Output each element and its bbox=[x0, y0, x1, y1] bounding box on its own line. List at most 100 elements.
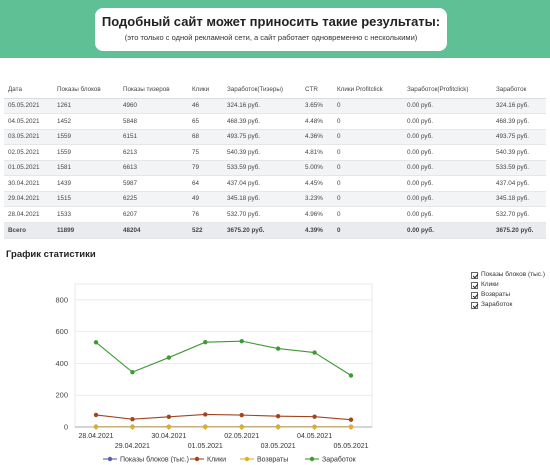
data-point bbox=[166, 424, 172, 430]
profitclick-clicks-cell: 0 bbox=[333, 160, 403, 176]
date-cell: 05.05.2021 bbox=[4, 98, 53, 114]
teaser-views-cell: 6151 bbox=[119, 129, 188, 145]
checkbox-icon[interactable] bbox=[471, 291, 478, 299]
x-tick-label: 01.05.2021 bbox=[188, 443, 223, 450]
toggle-block-views[interactable]: Показы блоков (тыс.) bbox=[471, 270, 545, 280]
earnings-cell: 540.39 руб. bbox=[492, 144, 546, 161]
x-tick-label: 03.05.2021 bbox=[261, 443, 296, 450]
earnings-teasers-cell: 324.16 руб. bbox=[223, 98, 301, 114]
column-header-block-views: Показы блоков bbox=[53, 82, 119, 99]
data-point bbox=[93, 424, 99, 430]
table-header-row: Дата Показы блоков Показы тизеров Клики … bbox=[4, 82, 546, 99]
teaser-views-cell: 4960 bbox=[119, 98, 188, 114]
table-row: 01.05.2021 1581 6613 79 533.59 руб. 5.00% 0 0.0… bbox=[4, 160, 546, 176]
profitclick-clicks-cell: 0 bbox=[333, 98, 403, 114]
block-views-cell: 1515 bbox=[53, 191, 119, 207]
checkbox-icon[interactable] bbox=[471, 271, 478, 279]
earnings-teasers-cell: 345.18 руб. bbox=[223, 191, 301, 207]
total-earnings-cell: 3675.20 руб. bbox=[492, 222, 546, 239]
legend-label: Заработок bbox=[322, 456, 357, 464]
data-point bbox=[275, 424, 281, 430]
statistics-line-chart: 0 200 400 600 800 28.04.202129.04.202130.04.2… bbox=[55, 283, 373, 464]
date-cell: 29.04.2021 bbox=[4, 191, 53, 207]
earnings-teasers-cell: 533.59 руб. bbox=[223, 160, 301, 176]
data-point bbox=[203, 424, 208, 430]
data-point bbox=[312, 414, 317, 419]
legend-label: Показы блоков (тыс.) bbox=[120, 456, 189, 464]
column-header-date: Дата bbox=[4, 82, 53, 99]
block-views-cell: 1533 bbox=[53, 206, 119, 223]
teaser-views-cell: 5848 bbox=[119, 113, 188, 130]
date-cell: 30.04.2021 bbox=[4, 175, 53, 192]
total-teaser-views-cell: 48204 bbox=[119, 222, 188, 239]
earnings-teasers-cell: 468.39 руб. bbox=[223, 113, 301, 130]
block-views-cell: 1559 bbox=[53, 144, 119, 161]
data-point bbox=[239, 424, 244, 430]
table-total-row: Всего 11899 48204 522 3675.20 руб. 4.39% 0 0.00… bbox=[4, 222, 546, 239]
ctr-cell: 4.96% bbox=[301, 206, 333, 223]
earnings-profitclick-cell: 0.00 руб. bbox=[403, 98, 492, 114]
toggle-clicks[interactable]: Клики bbox=[471, 280, 545, 290]
data-point bbox=[130, 424, 135, 430]
toggle-returns[interactable]: Возвраты bbox=[471, 290, 545, 300]
date-cell: 28.04.2021 bbox=[4, 206, 53, 223]
data-point bbox=[275, 346, 281, 351]
profitclick-clicks-cell: 0 bbox=[333, 191, 403, 207]
table-row: 04.05.2021 1452 5848 65 468.39 руб. 4.48% 0 0.0… bbox=[4, 113, 546, 130]
earnings-profitclick-cell: 0.00 руб. bbox=[403, 144, 492, 161]
data-point bbox=[166, 355, 172, 360]
toggle-earnings[interactable]: Заработок bbox=[471, 300, 545, 310]
column-header-profitclick-clicks: Клики Profitclick bbox=[333, 82, 403, 99]
earnings-teasers-cell: 437.04 руб. bbox=[223, 175, 301, 192]
toggle-label: Показы блоков (тыс.) bbox=[481, 271, 546, 278]
column-header-earnings-profitclick: Заработок(Profitclick) bbox=[403, 82, 492, 99]
x-tick-label: 28.04.2021 bbox=[78, 433, 113, 440]
clicks-cell: 65 bbox=[188, 113, 223, 130]
column-header-earnings-teasers: Заработок(Тизеры) bbox=[223, 82, 301, 99]
earnings-cell: 437.04 руб. bbox=[492, 175, 546, 192]
date-cell: 02.05.2021 bbox=[4, 144, 53, 161]
total-clicks-cell: 522 bbox=[188, 222, 223, 239]
teaser-views-cell: 5987 bbox=[119, 175, 188, 192]
checkbox-icon[interactable] bbox=[471, 281, 478, 289]
series-line-3 bbox=[95, 340, 352, 376]
date-cell: 04.05.2021 bbox=[4, 113, 53, 130]
data-point bbox=[203, 412, 208, 417]
y-tick-label: 200 bbox=[55, 391, 68, 400]
teaser-views-cell: 6225 bbox=[119, 191, 188, 207]
y-tick-label: 400 bbox=[55, 359, 68, 368]
total-earnings-profitclick-cell: 0.00 руб. bbox=[403, 222, 492, 239]
y-tick-label: 600 bbox=[55, 327, 68, 336]
data-point bbox=[348, 417, 354, 422]
earnings-profitclick-cell: 0.00 руб. bbox=[403, 129, 492, 145]
earnings-cell: 493.75 руб. bbox=[492, 129, 546, 145]
date-cell: 03.05.2021 bbox=[4, 129, 53, 145]
checkbox-icon[interactable] bbox=[471, 301, 478, 309]
legend-marker bbox=[309, 456, 315, 462]
ctr-cell: 4.36% bbox=[301, 129, 333, 145]
earnings-cell: 532.70 руб. bbox=[492, 206, 546, 223]
profitclick-clicks-cell: 0 bbox=[333, 129, 403, 145]
ctr-cell: 5.00% bbox=[301, 160, 333, 176]
toggle-label: Заработок bbox=[481, 301, 513, 308]
series-toggle-panel: Показы блоков (тыс.) Клики Возвраты Зара… bbox=[471, 270, 545, 310]
ctr-cell: 4.81% bbox=[301, 144, 333, 161]
column-header-teaser-views: Показы тизеров bbox=[119, 82, 188, 99]
x-tick-label: 04.05.2021 bbox=[297, 433, 332, 440]
x-tick-label: 29.04.2021 bbox=[115, 443, 150, 450]
legend-marker bbox=[244, 456, 250, 462]
total-profitclick-clicks-cell: 0 bbox=[333, 222, 403, 239]
profitclick-clicks-cell: 0 bbox=[333, 113, 403, 130]
table-row: 28.04.2021 1533 6207 76 532.70 руб. 4.96% 0 0.0… bbox=[4, 206, 546, 223]
toggle-label: Возвраты bbox=[481, 291, 511, 298]
promo-subtitle: (это только с одной рекламной сети, а са… bbox=[124, 33, 418, 42]
table-row: 05.05.2021 1261 4960 46 324.16 руб. 3.65% 0 0.0… bbox=[4, 98, 546, 114]
data-point bbox=[239, 338, 244, 344]
total-block-views-cell: 11899 bbox=[53, 222, 119, 239]
legend-label: Клики bbox=[207, 457, 226, 464]
promo-card: Подобный сайт может приносить такие резу… bbox=[95, 8, 447, 51]
data-point bbox=[312, 350, 317, 355]
table-row: 03.05.2021 1559 6151 68 493.75 руб. 4.36% 0 0.0… bbox=[4, 129, 546, 145]
earnings-cell: 468.39 руб. bbox=[492, 113, 546, 130]
teaser-views-cell: 6213 bbox=[119, 144, 188, 161]
